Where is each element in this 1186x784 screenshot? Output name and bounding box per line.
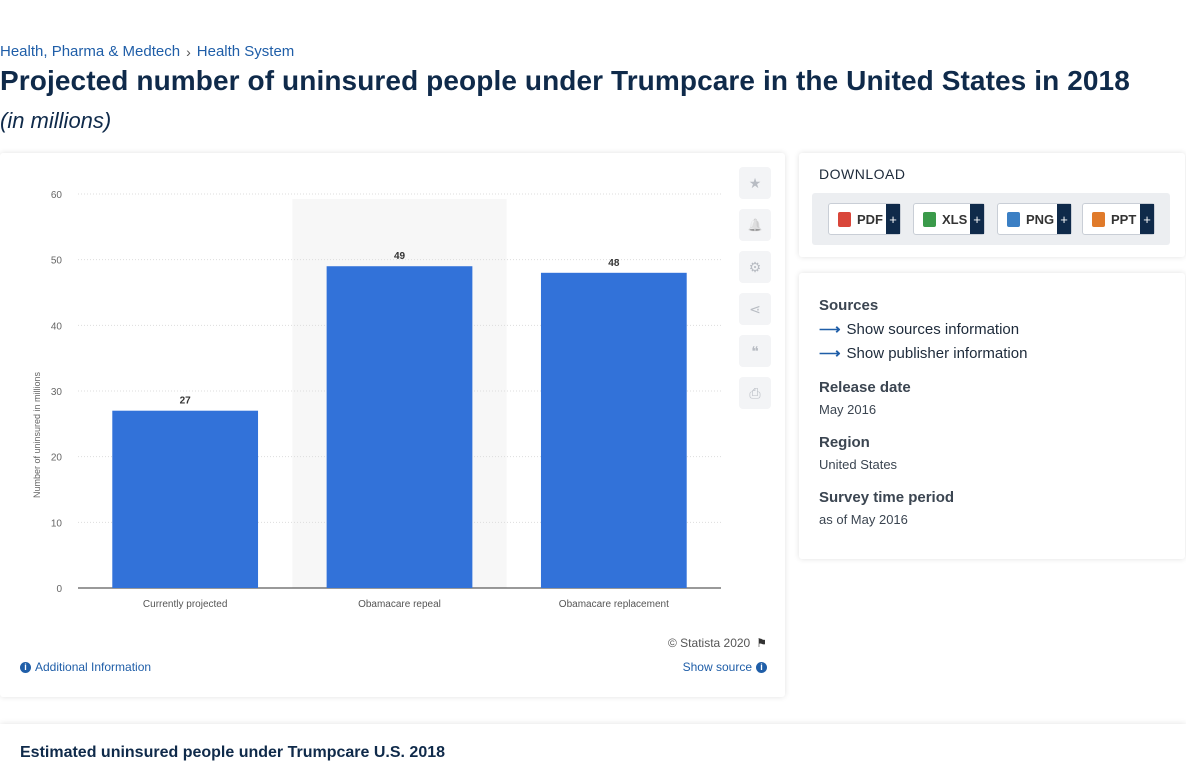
download-buttons: PDF + XLS + PNG + PPT +: [812, 193, 1170, 245]
download-pdf-button[interactable]: PDF +: [828, 203, 901, 235]
sources-heading: Sources: [819, 297, 879, 314]
bell-icon: 🔔: [747, 218, 763, 232]
quote-icon: ❝: [751, 342, 759, 359]
download-panel: DOWNLOAD PDF + XLS + PNG + PPT +: [799, 153, 1185, 257]
download-xls-label: XLS: [942, 211, 968, 227]
y-tick-label: 0: [56, 584, 62, 595]
download-ppt-label: PPT: [1111, 211, 1137, 227]
notification-button[interactable]: 🔔: [739, 209, 771, 241]
show-publisher-link[interactable]: ⟶ Show publisher information: [819, 344, 1028, 363]
download-ppt-button[interactable]: PPT +: [1082, 203, 1155, 235]
favorite-button[interactable]: ★: [739, 167, 771, 199]
show-source-link[interactable]: Show source i: [683, 660, 767, 674]
data-label: 48: [608, 258, 620, 269]
cite-button[interactable]: ❝: [739, 335, 771, 367]
statistic-info-panel: Sources ⟶ Show sources information ⟶ Sho…: [799, 273, 1185, 559]
additional-info-label: Additional Information: [35, 660, 152, 674]
ppt-file-icon: [1092, 211, 1105, 227]
download-png-button[interactable]: PNG +: [997, 203, 1072, 235]
region-heading: Region: [819, 434, 870, 451]
arrow-right-icon: ⟶: [819, 345, 841, 362]
breadcrumb: Health, Pharma & Medtech › Health System: [0, 43, 294, 60]
bar: [540, 272, 687, 588]
info-icon: i: [756, 661, 767, 673]
download-xls-button[interactable]: XLS +: [913, 203, 985, 235]
copyright-text: © Statista 2020: [668, 636, 751, 650]
x-tick-label: Obamacare repeal: [358, 599, 441, 610]
page-title: Projected number of uninsured people und…: [0, 65, 1130, 96]
download-png-label: PNG: [1026, 211, 1055, 227]
xls-file-icon: [923, 211, 936, 227]
show-sources-label: Show sources information: [846, 320, 1020, 338]
png-file-icon: [1007, 211, 1020, 227]
bar-chart: 0 10 20 30 40 50 60 Number of uninsured in mill…: [32, 190, 721, 610]
breadcrumb-link-health-system[interactable]: Health System: [196, 43, 295, 60]
arrow-right-icon: ⟶: [819, 321, 841, 338]
flag-icon[interactable]: ⚑: [756, 636, 767, 650]
download-pdf-label: PDF: [857, 211, 883, 227]
breadcrumb-separator: ›: [186, 43, 191, 60]
share-icon: ⋖: [749, 300, 761, 317]
y-tick-label: 40: [51, 321, 63, 332]
x-tick-label: Obamacare replacement: [559, 599, 669, 610]
related-statistic-card: Estimated uninsured people under Trumpca…: [0, 724, 1186, 784]
survey-period-heading: Survey time period: [819, 489, 955, 506]
bar: [326, 266, 473, 588]
breadcrumb-link-health-pharma[interactable]: Health, Pharma & Medtech: [0, 43, 181, 60]
print-button[interactable]: ⎙: [739, 377, 771, 409]
ppt-plus-badge: +: [1140, 204, 1154, 234]
copyright: © Statista 2020 ⚑: [668, 636, 767, 650]
download-title: DOWNLOAD: [819, 166, 906, 182]
print-icon: ⎙: [749, 384, 761, 401]
share-button[interactable]: ⋖: [739, 293, 771, 325]
y-axis-title: Number of uninsured in millions: [32, 371, 42, 498]
bar: [112, 410, 259, 588]
xls-plus-badge: +: [970, 204, 984, 234]
gear-icon: ⚙: [748, 258, 762, 275]
y-tick-label: 20: [51, 453, 63, 464]
png-plus-badge: +: [1057, 204, 1071, 234]
chart-card: 0 10 20 30 40 50 60 Number of uninsured in mill…: [0, 153, 785, 697]
release-date-value: May 2016: [819, 402, 877, 417]
data-label: 49: [394, 251, 406, 262]
pdf-file-icon: [838, 211, 851, 227]
related-statistic-title[interactable]: Estimated uninsured people under Trumpca…: [20, 744, 446, 761]
pdf-plus-badge: +: [886, 204, 900, 234]
survey-period-value: as of May 2016: [819, 512, 908, 527]
data-label: 27: [180, 396, 192, 407]
show-publisher-label: Show publisher information: [846, 344, 1028, 362]
show-sources-link[interactable]: ⟶ Show sources information: [819, 320, 1020, 339]
y-tick-label: 10: [51, 518, 63, 529]
additional-info-link[interactable]: i Additional Information: [20, 660, 151, 674]
page-subtitle: (in millions): [0, 108, 112, 133]
y-tick-label: 60: [51, 190, 63, 201]
show-source-label: Show source: [682, 660, 752, 674]
star-icon: ★: [748, 174, 762, 191]
region-value: United States: [819, 457, 898, 472]
chart-toolbar: ★ 🔔 ⚙ ⋖ ❝ ⎙: [739, 167, 771, 409]
info-icon: i: [20, 661, 31, 673]
x-tick-label: Currently projected: [143, 599, 227, 610]
release-date-heading: Release date: [819, 379, 911, 396]
settings-button[interactable]: ⚙: [739, 251, 771, 283]
y-tick-label: 50: [51, 256, 63, 267]
y-tick-label: 30: [51, 387, 63, 398]
